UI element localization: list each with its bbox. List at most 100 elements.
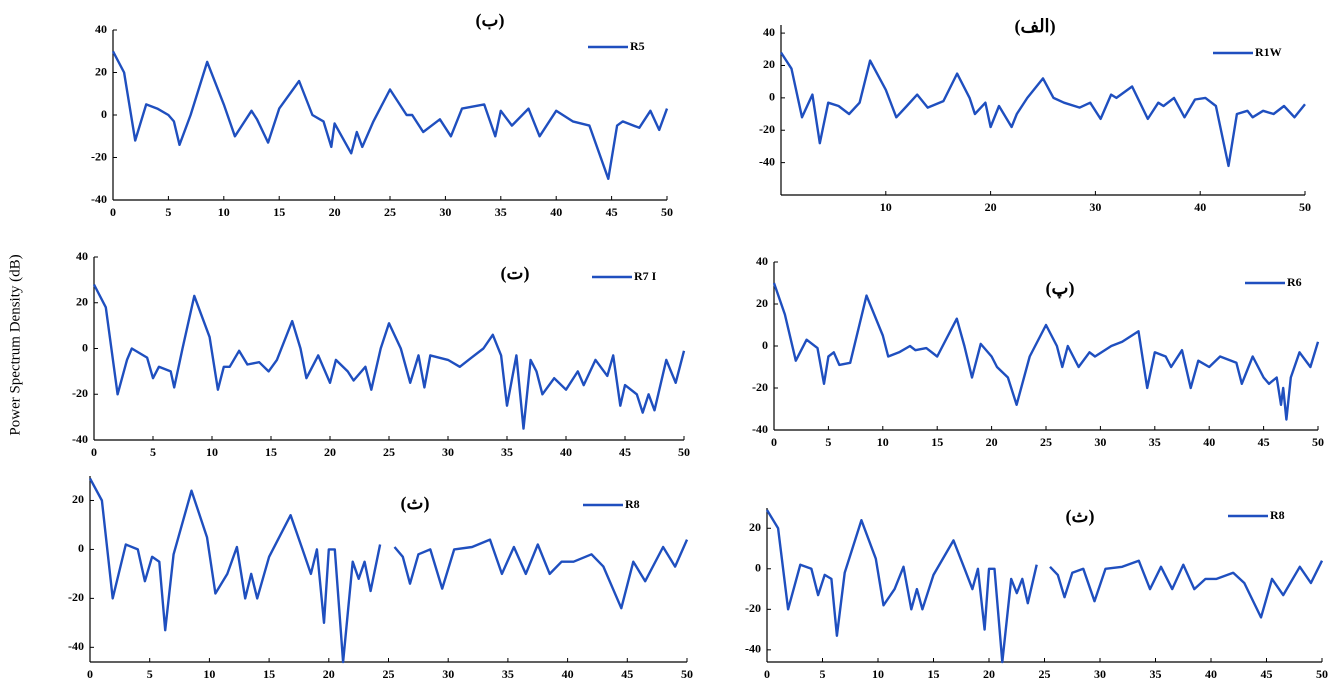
y-tick-label: 0 [755, 561, 761, 575]
line-series [88, 477, 689, 664]
x-tick-label: 40 [562, 667, 574, 681]
chart-title: (ث) [401, 493, 430, 514]
y-tick-label: 40 [756, 254, 768, 268]
x-tick-label: 10 [218, 205, 230, 219]
y-tick-label: -20 [68, 590, 84, 604]
x-tick-label: 30 [442, 667, 454, 681]
x-tick-label: 40 [1205, 667, 1217, 681]
x-tick-label: 20 [983, 667, 995, 681]
x-tick-label: 20 [986, 435, 998, 449]
x-tick-label: 5 [150, 445, 156, 459]
x-tick-label: 0 [91, 445, 97, 459]
y-tick-label: 40 [763, 25, 775, 39]
x-tick-label: 0 [764, 667, 770, 681]
y-tick-label: -20 [752, 380, 768, 394]
x-tick-label: 10 [206, 445, 218, 459]
y-tick-label: 0 [769, 90, 775, 104]
chart-title: (الف) [1014, 16, 1055, 37]
y-tick-label: -20 [759, 122, 775, 136]
x-tick-label: 50 [681, 667, 693, 681]
y-tick-label: 0 [82, 340, 88, 354]
y-tick-label: -40 [68, 639, 84, 653]
x-tick-label: 25 [383, 445, 395, 459]
y-tick-label: 20 [72, 492, 84, 506]
x-tick-label: 20 [324, 445, 336, 459]
x-tick-label: 45 [619, 445, 631, 459]
y-tick-label: -20 [72, 386, 88, 400]
x-tick-label: 15 [931, 435, 943, 449]
x-tick-label: 30 [442, 445, 454, 459]
y-tick-label: -40 [759, 154, 775, 168]
x-tick-label: 15 [928, 667, 940, 681]
x-tick-label: 50 [1312, 435, 1324, 449]
x-tick-label: 25 [383, 667, 395, 681]
legend-label: R1W [1255, 45, 1282, 59]
x-tick-label: 50 [661, 205, 673, 219]
x-tick-label: 30 [1094, 667, 1106, 681]
x-tick-label: 40 [1203, 435, 1215, 449]
x-tick-label: 20 [985, 200, 997, 214]
legend-label: R5 [630, 39, 645, 53]
x-tick-label: 30 [1094, 435, 1106, 449]
x-tick-label: 35 [501, 445, 513, 459]
x-tick-label: 5 [147, 667, 153, 681]
x-tick-label: 10 [877, 435, 889, 449]
chart-title: (ب) [476, 10, 505, 31]
y-tick-label: 40 [76, 249, 88, 263]
line-series [111, 50, 669, 180]
x-tick-label: 15 [263, 667, 275, 681]
line-series [772, 282, 1320, 421]
x-tick-label: 45 [1261, 667, 1273, 681]
x-tick-label: 0 [87, 667, 93, 681]
x-tick-label: 30 [439, 205, 451, 219]
y-tick-label: 20 [76, 295, 88, 309]
x-tick-label: 35 [495, 205, 507, 219]
y-tick-label: -20 [745, 601, 761, 615]
x-tick-label: 5 [165, 205, 171, 219]
x-tick-label: 5 [820, 667, 826, 681]
line-series [779, 51, 1306, 168]
legend-label: R7 I [634, 269, 657, 283]
y-tick-label: 20 [749, 520, 761, 534]
x-tick-label: 20 [323, 667, 335, 681]
y-tick-label: 20 [763, 57, 775, 71]
line-series [765, 509, 1324, 664]
x-tick-label: 30 [1089, 200, 1101, 214]
x-tick-label: 10 [203, 667, 215, 681]
y-tick-label: 0 [762, 338, 768, 352]
chart-title: (پ) [1046, 278, 1075, 299]
x-tick-label: 35 [502, 667, 514, 681]
x-tick-label: 40 [550, 205, 562, 219]
x-tick-label: 50 [678, 445, 690, 459]
legend-label: R6 [1287, 275, 1302, 289]
y-tick-label: -20 [91, 149, 107, 163]
x-tick-label: 35 [1149, 435, 1161, 449]
y-tick-label: -40 [91, 192, 107, 206]
x-tick-label: 10 [872, 667, 884, 681]
x-tick-label: 40 [1194, 200, 1206, 214]
x-tick-label: 15 [273, 205, 285, 219]
x-tick-label: 25 [1040, 435, 1052, 449]
y-axis-label: Power Spectrum Density (dB) [7, 254, 23, 435]
x-tick-label: 35 [1150, 667, 1162, 681]
x-tick-label: 0 [110, 205, 116, 219]
y-tick-label: 40 [95, 22, 107, 36]
legend-label: R8 [625, 497, 640, 511]
x-tick-label: 50 [1316, 667, 1328, 681]
chart-title: (ت) [501, 263, 530, 284]
legend-label: R8 [1270, 508, 1285, 522]
x-tick-label: 25 [1039, 667, 1051, 681]
x-tick-label: 45 [621, 667, 633, 681]
x-tick-label: 0 [771, 435, 777, 449]
y-tick-label: -40 [745, 642, 761, 656]
x-tick-label: 45 [1258, 435, 1270, 449]
x-tick-label: 45 [606, 205, 618, 219]
x-tick-label: 40 [560, 445, 572, 459]
y-tick-label: 20 [95, 64, 107, 78]
x-tick-label: 50 [1299, 200, 1311, 214]
line-series [92, 283, 686, 430]
y-tick-label: 0 [101, 107, 107, 121]
y-tick-label: 0 [78, 541, 84, 555]
y-tick-label: -40 [72, 432, 88, 446]
